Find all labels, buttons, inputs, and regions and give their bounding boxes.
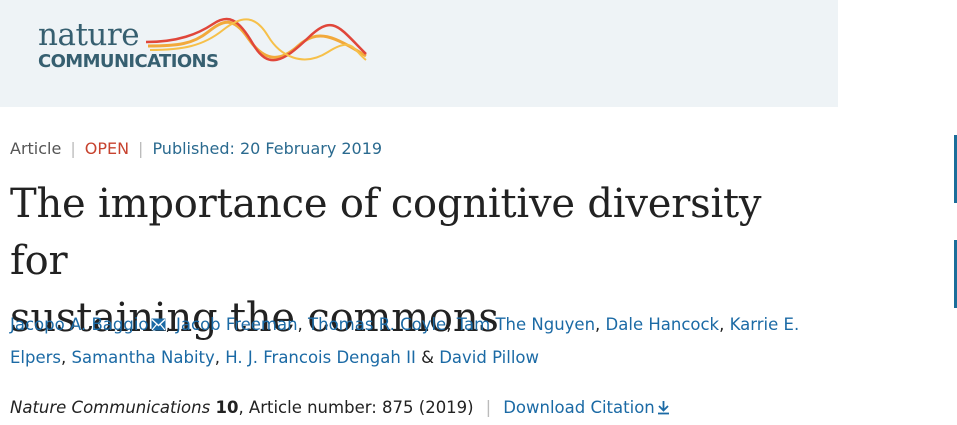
mail-icon[interactable] [151,318,166,331]
author-link[interactable]: Tam The Nguyen [456,315,596,334]
journal-volume: 10 [215,398,239,417]
published-date: Published: 20 February 2019 [152,139,383,158]
article-title: The importance of cognitive diversity fo… [10,176,830,347]
article-number: , Article number: 875 (2019) [238,398,474,417]
citation-line: Nature Communications 10, Article number… [10,396,670,420]
author-link[interactable]: Samantha Nabity [71,348,215,367]
author-separator: , [719,315,730,334]
author-separator: , [595,315,606,334]
author-link[interactable]: Karrie E. Elpers [10,315,800,367]
open-access-badge: OPEN [84,139,130,158]
separator: | [138,139,144,158]
author-link[interactable]: Dale Hancock [605,315,720,334]
article-title-line-1: The importance of cognitive diversity fo… [10,181,762,284]
side-panel-edge [954,135,957,203]
article-type: Article [10,139,62,158]
logo-word-communications: COMMUNICATIONS [38,51,219,72]
author-list: Jacopo A. Baggio, Jacob Freeman, Thomas … [10,308,820,374]
author-link[interactable]: Thomas R. Coyle [308,315,447,334]
logo-word-nature: nature [38,17,140,53]
author-link[interactable]: Jacopo A. Baggio [10,315,149,334]
side-panel-edge [954,240,957,308]
author-separator: , [446,315,457,334]
author-link[interactable]: Jacob Freeman [176,315,298,334]
author-link[interactable]: David Pillow [439,348,540,367]
logo-wave-graphic [145,17,367,62]
download-citation-label: Download Citation [503,398,655,417]
author-separator: , [297,315,309,334]
author-separator: , [165,315,177,334]
separator: | [70,139,76,158]
nature-communications-logo[interactable]: nature COMMUNICATIONS [38,16,368,76]
author-separator: , [214,348,226,367]
author-separator: & [415,348,440,367]
author-link[interactable]: H. J. Francois Dengah II [225,348,416,367]
site-header: nature COMMUNICATIONS [0,0,838,107]
author-separator: , [61,348,72,367]
article-meta: Article | OPEN | Published: 20 February 2019 [10,138,382,160]
separator: | [485,398,492,417]
download-icon [657,401,669,415]
download-citation-link[interactable]: Download Citation [503,398,670,417]
journal-name: Nature Communications [10,398,211,417]
article-title-line-2: sustaining the commons [10,295,499,341]
